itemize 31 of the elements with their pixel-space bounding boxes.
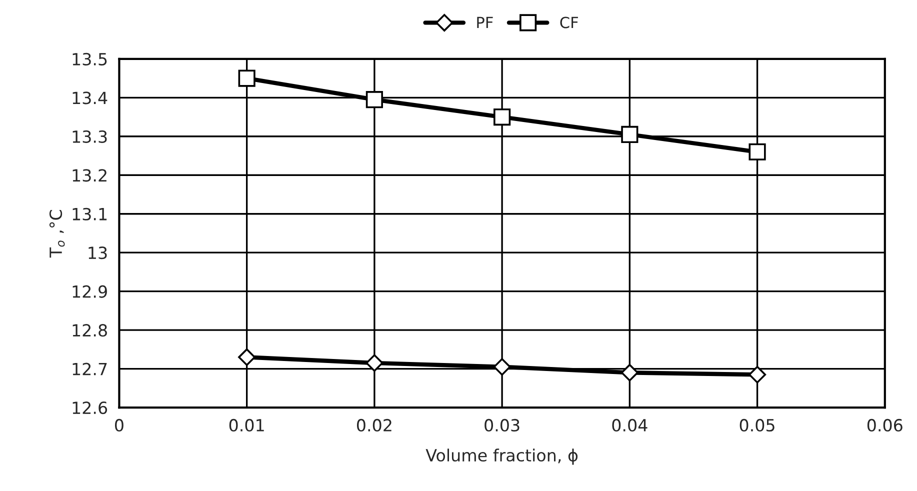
x-tick-label: 0.03 xyxy=(484,418,520,432)
y-axis-title: T$_{o}$ ,°C xyxy=(49,210,65,258)
x-tick-label: 0.05 xyxy=(740,418,774,432)
y-tick-label: 12.8 xyxy=(72,324,107,337)
y-tick-label: 13.3 xyxy=(72,130,107,143)
point xyxy=(620,364,638,382)
legend-label: PF xyxy=(477,16,493,28)
point xyxy=(748,366,766,384)
point xyxy=(238,348,256,366)
point xyxy=(493,358,511,376)
point xyxy=(494,108,511,126)
point xyxy=(621,126,638,143)
legend-label: CF xyxy=(560,16,578,28)
point xyxy=(366,91,383,108)
x-tick-label: 0.04 xyxy=(612,418,648,432)
point xyxy=(238,70,256,87)
y-tick-label: 13 xyxy=(88,246,107,260)
y-tick-label: 13.4 xyxy=(72,92,108,104)
y-tick-label: 13.1 xyxy=(72,208,107,220)
x-tick-label: 0.02 xyxy=(356,418,392,432)
y-tick-label: 12.9 xyxy=(72,285,107,298)
y-tick-label: 13.5 xyxy=(72,52,107,66)
x-axis-title: Volume fraction, ϕ xyxy=(426,448,578,465)
y-tick-label: 12.6 xyxy=(72,401,108,414)
y-tick-label: 12.7 xyxy=(72,362,107,376)
point xyxy=(366,354,384,372)
point xyxy=(748,143,766,160)
y-tick-label: 13.2 xyxy=(72,169,106,182)
x-tick-label: 0.01 xyxy=(229,418,264,432)
x-tick-label: 0.06 xyxy=(867,418,902,432)
x-tick-label: 0 xyxy=(115,418,124,432)
